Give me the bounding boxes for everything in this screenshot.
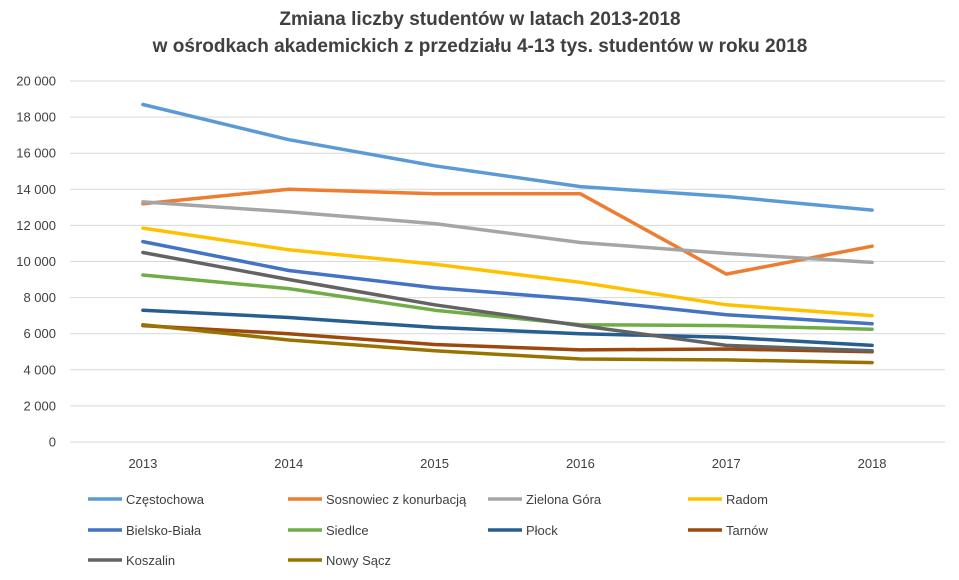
series-line-3 xyxy=(141,200,874,265)
x-tick-label: 2015 xyxy=(420,456,449,471)
x-tick-label: 2018 xyxy=(858,456,887,471)
series-line-4 xyxy=(141,226,874,318)
chart-title-line-2: w ośrodkach akademickich z przedziału 4-… xyxy=(152,36,808,57)
y-tick-label: 14 000 xyxy=(16,182,56,197)
y-tick-label: 0 xyxy=(49,435,56,450)
legend-label: Koszalin xyxy=(126,553,175,568)
legend-label: Nowy Sącz xyxy=(326,553,391,568)
y-tick-label: 18 000 xyxy=(16,110,56,125)
legend-label: Radom xyxy=(726,492,768,507)
legend-label: Płock xyxy=(526,523,558,538)
y-tick-label: 8 000 xyxy=(23,290,56,305)
legend-label: Częstochowa xyxy=(126,492,205,507)
y-axis-tick-labels: 0 2 000 4 000 6 000 8 000 10 000 12 000 14 000 1… xyxy=(16,74,56,450)
y-tick-label: 10 000 xyxy=(16,254,56,269)
series-line-8 xyxy=(141,323,874,354)
x-tick-label: 2017 xyxy=(712,456,741,471)
x-axis-tick-labels: 2013 2014 2015 2016 2017 2018 xyxy=(128,456,886,471)
y-tick-label: 2 000 xyxy=(23,398,56,413)
x-tick-label: 2013 xyxy=(128,456,157,471)
y-tick-label: 4 000 xyxy=(23,362,56,377)
series-line-6 xyxy=(141,273,874,331)
chart-title-line-1: Zmiana liczby studentów w latach 2013-20… xyxy=(279,9,680,30)
y-tick-label: 6 000 xyxy=(23,326,56,341)
y-tick-label: 16 000 xyxy=(16,146,56,161)
legend: Częstochowa Sosnowiec z konurbacją Zielona… xyxy=(88,492,769,568)
y-tick-label: 12 000 xyxy=(16,218,56,233)
series-line-7 xyxy=(141,308,874,348)
gridlines xyxy=(70,80,945,443)
x-tick-label: 2014 xyxy=(274,456,303,471)
series-line-9 xyxy=(141,250,874,353)
legend-label: Bielsko-Biała xyxy=(126,523,202,538)
series-line-10 xyxy=(141,322,874,365)
series-line-5 xyxy=(141,239,874,326)
y-tick-label: 20 000 xyxy=(16,74,56,89)
legend-label: Siedlce xyxy=(326,523,369,538)
series-line-2 xyxy=(141,187,874,276)
legend-label: Tarnów xyxy=(726,523,769,538)
series-lines xyxy=(141,102,874,365)
x-tick-label: 2016 xyxy=(566,456,595,471)
series-line-1 xyxy=(141,102,874,212)
legend-label: Zielona Góra xyxy=(526,492,602,507)
legend-label: Sosnowiec z konurbacją xyxy=(326,492,467,507)
